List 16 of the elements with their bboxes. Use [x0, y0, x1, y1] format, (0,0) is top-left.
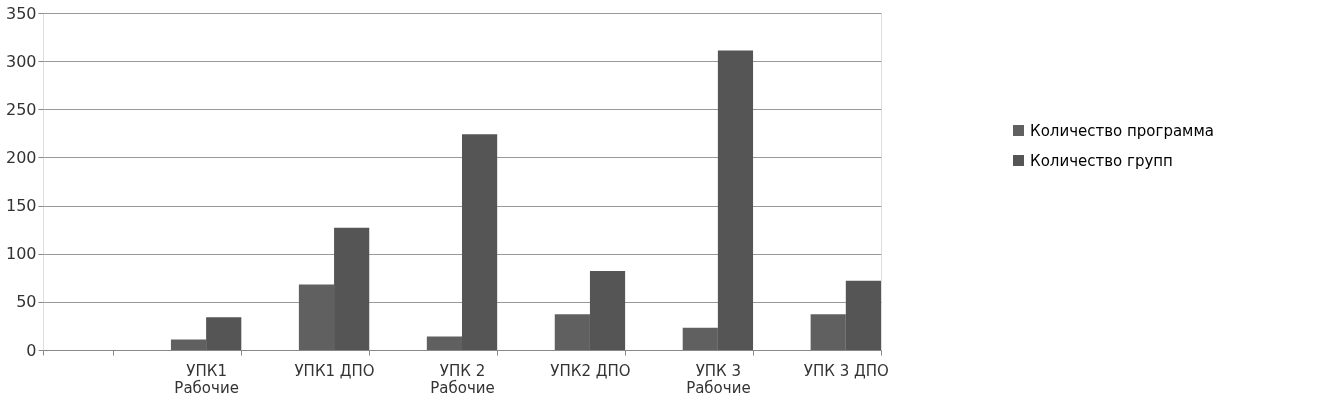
y-tick-label: 150 — [5, 196, 37, 216]
y-tick-label: 300 — [5, 51, 37, 71]
y-tick-label: 50 — [16, 292, 37, 312]
x-tick-label: УПК 3 ДПО — [803, 361, 889, 380]
x-tick-label: УПК 2 Рабочие — [430, 361, 495, 397]
x-tick-label: УПК1 Рабочие — [174, 361, 239, 397]
legend-label: Количество групп — [1030, 151, 1173, 170]
x-tick-label: УПК2 ДПО — [550, 361, 631, 380]
y-tick-label: 350 — [5, 3, 37, 23]
x-tick-label: УПК1 ДПО — [294, 361, 375, 380]
y-tick-label: 250 — [5, 99, 37, 119]
legend-label: Количество программа — [1030, 121, 1214, 140]
y-tick-label: 100 — [5, 244, 37, 264]
y-tick-label: 0 — [26, 340, 37, 360]
y-tick-label: 200 — [5, 147, 37, 167]
x-tick-label: УПК 3 Рабочие — [686, 361, 751, 397]
